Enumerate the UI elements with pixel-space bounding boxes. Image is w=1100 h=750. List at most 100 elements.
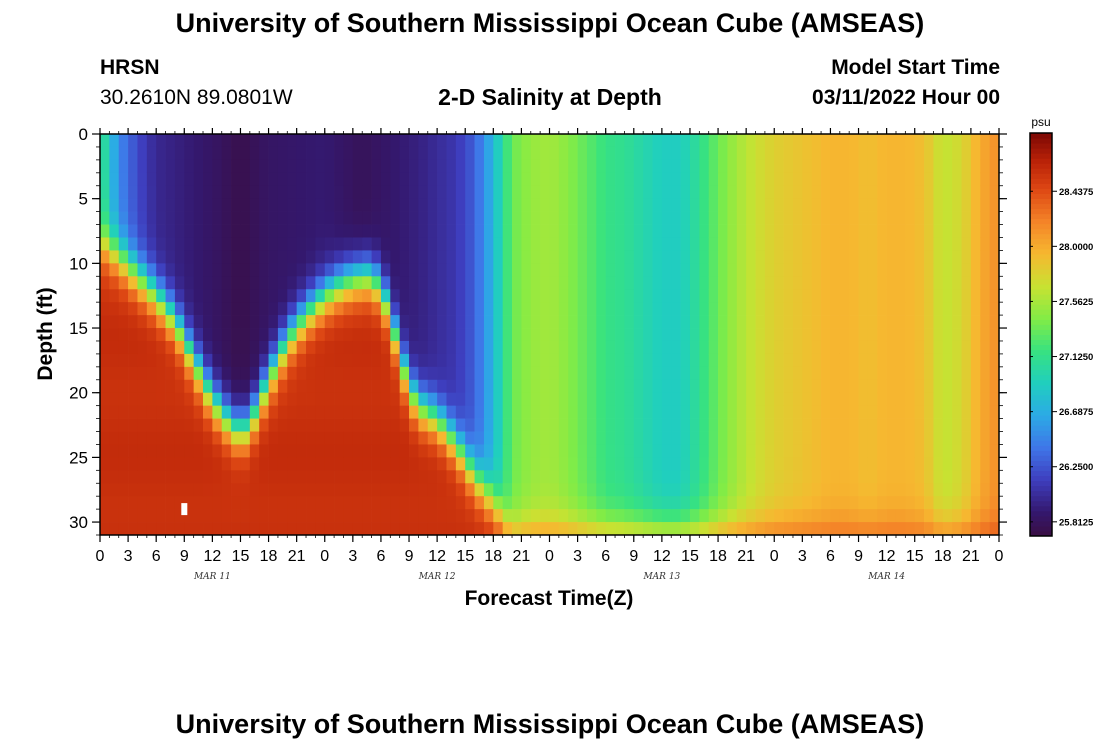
heatmap-cell [746,237,756,251]
heatmap-cell [877,418,887,432]
heatmap-cell [483,172,494,187]
heatmap-cell [380,392,391,406]
heatmap-cell [605,496,616,510]
heatmap-cell [858,457,869,471]
heatmap-cell [474,340,485,355]
heatmap-cell [212,289,223,303]
heatmap-cell [418,431,429,445]
heatmap-cell [708,392,719,406]
heatmap-cell [118,379,129,394]
heatmap-cell [924,418,934,432]
heatmap-cell [380,496,391,510]
heatmap-cell [886,237,897,251]
heatmap-cell [240,509,251,523]
heatmap-cell [952,263,962,277]
heatmap-cell [914,146,925,161]
heatmap-cell [296,496,307,510]
heatmap-cell [137,431,148,445]
heatmap-cell [849,263,859,277]
heatmap-cell [699,134,710,148]
heatmap-cell [858,289,869,303]
colorbar-segment [1030,238,1052,245]
heatmap-cell [530,237,541,251]
heatmap-cell [596,496,607,510]
heatmap-cell [886,159,897,174]
heatmap-cell [689,366,700,381]
heatmap-cell [399,224,410,238]
heatmap-cell [689,276,700,290]
heatmap-cell [643,237,653,251]
heatmap-cell [905,172,916,187]
heatmap-cell [755,159,766,174]
heatmap-cell [708,379,719,394]
heatmap-cell [755,211,766,225]
heatmap-cell [287,198,297,212]
heatmap-cell [324,509,335,523]
heatmap-cell [970,379,981,394]
heatmap-cell [914,353,925,368]
heatmap-cell [380,185,391,200]
heatmap-cell [100,457,110,471]
heatmap-cell [568,470,578,484]
heatmap-cell [961,353,972,368]
heatmap-cell [596,457,607,471]
heatmap-cell [465,418,475,432]
heatmap-cell [306,263,316,277]
heatmap-cell [727,444,738,458]
heatmap-cell [736,328,747,342]
heatmap-cell [905,405,916,419]
heatmap-cell [858,276,869,290]
heatmap-cell [100,431,110,445]
heatmap-cell [980,159,990,174]
heatmap-cell [549,457,560,471]
heatmap-cell [334,340,344,355]
colorbar-segment [1030,289,1052,295]
heatmap-cell [633,211,644,225]
heatmap-cell [792,444,803,458]
heatmap-cell [409,263,419,277]
heatmap-cell [746,405,756,419]
heatmap-cell [137,315,148,329]
heatmap-cell [203,237,213,251]
heatmap-cell [605,457,616,471]
heatmap-cell [465,328,475,342]
heatmap-cell [184,405,194,419]
heatmap-cell [109,263,120,277]
colorbar-segment [1030,138,1052,144]
heatmap-cell [689,328,700,342]
heatmap-cell [259,366,269,381]
heatmap-cell [708,483,719,497]
heatmap-cell [109,146,120,161]
heatmap-cell [530,483,541,497]
heatmap-cell [615,496,625,510]
colorbar-segment [1030,415,1052,421]
heatmap-cell [764,340,775,355]
heatmap-cell [343,379,354,394]
heatmap-cell [624,224,635,238]
heatmap-cell [334,431,344,445]
heatmap-cell [905,431,916,445]
heatmap-cell [970,250,981,264]
heatmap-cell [240,185,251,200]
heatmap-cell [418,366,429,381]
heatmap-cell [259,276,269,290]
heatmap-cell [764,237,775,251]
page-title: University of Southern Mississippi Ocean… [175,8,925,38]
heatmap-cell [577,418,588,432]
heatmap-cell [231,198,241,212]
heatmap-cell [914,328,925,342]
heatmap-cell [727,276,738,290]
heatmap-cell [137,366,148,381]
heatmap-cell [240,250,251,264]
heatmap-cell [624,522,635,536]
heatmap-cell [746,315,756,329]
heatmap-cell [596,224,607,238]
heatmap-cell [924,379,934,394]
heatmap-cell [437,353,447,368]
heatmap-cell [633,444,644,458]
heatmap-cell [465,457,475,471]
heatmap-cell [137,353,148,368]
heatmap-cell [540,302,550,316]
heatmap-cell [409,470,419,484]
heatmap-cell [727,483,738,497]
